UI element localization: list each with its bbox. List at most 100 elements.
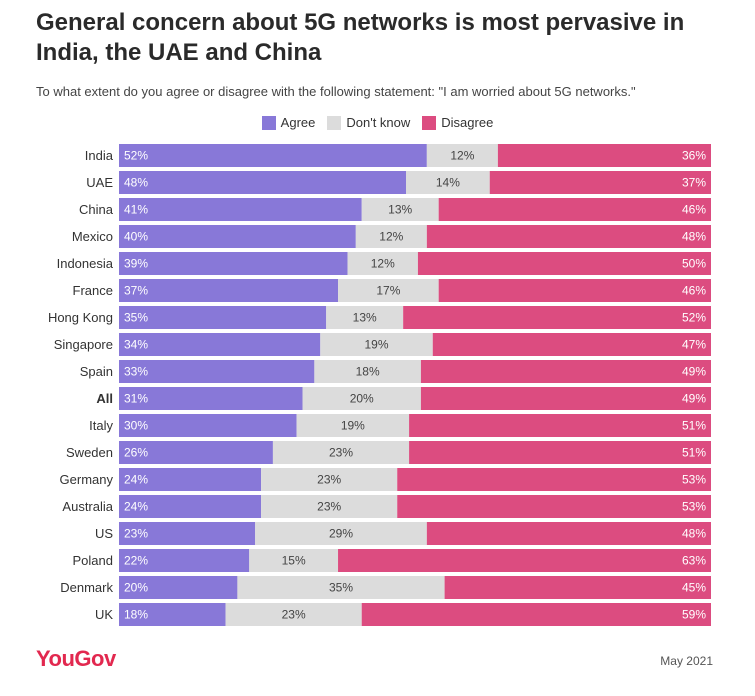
category-label-mexico: Mexico xyxy=(72,229,113,244)
data-label-dont-know-all: 20% xyxy=(350,392,374,406)
bar-disagree-germany xyxy=(397,468,711,491)
bar-disagree-uae xyxy=(489,171,711,194)
data-label-disagree-india: 36% xyxy=(682,149,706,163)
data-label-dont-know-poland: 15% xyxy=(282,554,306,568)
data-label-dont-know-france: 17% xyxy=(376,284,400,298)
category-label-uk: UK xyxy=(95,607,113,622)
bar-agree-france xyxy=(119,279,339,302)
bar-agree-china xyxy=(119,198,362,221)
bar-disagree-italy xyxy=(409,414,711,437)
bar-disagree-poland xyxy=(338,549,711,572)
category-label-australia: Australia xyxy=(62,499,113,514)
legend: Agree Don't know Disagree xyxy=(0,115,755,130)
bar-agree-spain xyxy=(119,360,315,383)
bar-disagree-spain xyxy=(420,360,711,383)
bar-dont-know-italy xyxy=(296,414,410,437)
data-label-agree-mexico: 40% xyxy=(124,230,148,244)
legend-swatch-agree xyxy=(261,115,276,130)
data-label-agree-all: 31% xyxy=(124,392,148,406)
data-label-disagree-singapore: 47% xyxy=(682,338,706,352)
data-label-dont-know-indonesia: 12% xyxy=(371,257,395,271)
data-label-agree-china: 41% xyxy=(124,203,148,217)
bar-dont-know-uae xyxy=(406,171,490,194)
data-label-agree-france: 37% xyxy=(124,284,148,298)
bar-agree-indonesia xyxy=(119,252,348,275)
data-label-dont-know-mexico: 12% xyxy=(379,230,403,244)
data-label-agree-germany: 24% xyxy=(124,473,148,487)
bar-dont-know-spain xyxy=(314,360,421,383)
bar-disagree-denmark xyxy=(444,576,711,599)
bar-disagree-australia xyxy=(397,495,711,518)
data-label-agree-india: 52% xyxy=(124,149,148,163)
data-label-dont-know-uae: 14% xyxy=(436,176,460,190)
data-label-agree-singapore: 34% xyxy=(124,338,148,352)
category-label-uae: UAE xyxy=(86,175,113,190)
legend-item-disagree: Disagree xyxy=(422,115,493,130)
category-label-us: US xyxy=(95,526,113,541)
legend-label-dont-know: Don't know xyxy=(346,115,411,130)
data-label-dont-know-us: 29% xyxy=(329,527,353,541)
bar-dont-know-hong-kong xyxy=(326,306,404,329)
category-label-singapore: Singapore xyxy=(54,337,113,352)
bar-disagree-mexico xyxy=(426,225,711,248)
data-label-disagree-uae: 37% xyxy=(682,176,706,190)
data-label-disagree-us: 48% xyxy=(682,527,706,541)
bar-dont-know-mexico xyxy=(355,225,427,248)
bar-agree-uk xyxy=(119,603,226,626)
data-label-agree-us: 23% xyxy=(124,527,148,541)
data-label-disagree-uk: 59% xyxy=(682,608,706,622)
data-label-disagree-australia: 53% xyxy=(682,500,706,514)
bar-dont-know-uk xyxy=(225,603,362,626)
chart-subtitle: To what extent do you agree or disagree … xyxy=(36,84,636,99)
bar-disagree-india xyxy=(497,144,711,167)
data-label-dont-know-singapore: 19% xyxy=(365,338,389,352)
bar-agree-uae xyxy=(119,171,407,194)
stacked-bar-chart: India 52% 12% 36% UAE 48% 14% 37% China 41% 13% 46%… xyxy=(48,144,711,626)
bar-dont-know-denmark xyxy=(237,576,445,599)
bar-disagree-hong-kong xyxy=(403,306,711,329)
data-label-dont-know-australia: 23% xyxy=(317,500,341,514)
legend-swatch-disagree xyxy=(422,115,437,130)
bar-agree-germany xyxy=(119,468,262,491)
data-label-disagree-poland: 63% xyxy=(682,554,706,568)
bar-dont-know-all xyxy=(302,387,421,410)
bar-agree-sweden xyxy=(119,441,273,464)
data-label-disagree-denmark: 45% xyxy=(682,581,706,595)
bar-disagree-us xyxy=(426,522,711,545)
data-label-disagree-france: 46% xyxy=(682,284,706,298)
category-label-hong-kong: Hong Kong xyxy=(48,310,113,325)
data-label-agree-italy: 30% xyxy=(124,419,148,433)
bar-agree-italy xyxy=(119,414,297,437)
data-label-disagree-germany: 53% xyxy=(682,473,706,487)
legend-item-agree: Agree xyxy=(261,115,315,130)
category-label-france: France xyxy=(73,283,113,298)
category-label-germany: Germany xyxy=(60,472,114,487)
bar-dont-know-china xyxy=(361,198,439,221)
data-label-agree-hong-kong: 35% xyxy=(124,311,148,325)
bar-dont-know-sweden xyxy=(272,441,410,464)
bar-dont-know-us xyxy=(255,522,427,545)
bar-disagree-uk xyxy=(361,603,711,626)
bar-disagree-singapore xyxy=(432,333,711,356)
category-label-spain: Spain xyxy=(80,364,113,379)
bar-agree-india xyxy=(119,144,427,167)
bar-agree-mexico xyxy=(119,225,356,248)
bar-dont-know-france xyxy=(338,279,439,302)
data-label-dont-know-germany: 23% xyxy=(317,473,341,487)
bar-agree-australia xyxy=(119,495,262,518)
bar-disagree-france xyxy=(438,279,711,302)
category-label-poland: Poland xyxy=(73,553,113,568)
data-label-dont-know-denmark: 35% xyxy=(329,581,353,595)
data-label-dont-know-uk: 23% xyxy=(282,608,306,622)
data-label-disagree-mexico: 48% xyxy=(682,230,706,244)
category-label-italy: Italy xyxy=(89,418,113,433)
legend-swatch-dont-know xyxy=(327,115,342,130)
bar-dont-know-germany xyxy=(261,468,398,491)
bar-agree-us xyxy=(119,522,256,545)
data-label-dont-know-spain: 18% xyxy=(356,365,380,379)
bar-agree-all xyxy=(119,387,303,410)
data-label-disagree-spain: 49% xyxy=(682,365,706,379)
data-label-dont-know-italy: 19% xyxy=(341,419,365,433)
data-label-agree-spain: 33% xyxy=(124,365,148,379)
data-label-agree-uk: 18% xyxy=(124,608,148,622)
